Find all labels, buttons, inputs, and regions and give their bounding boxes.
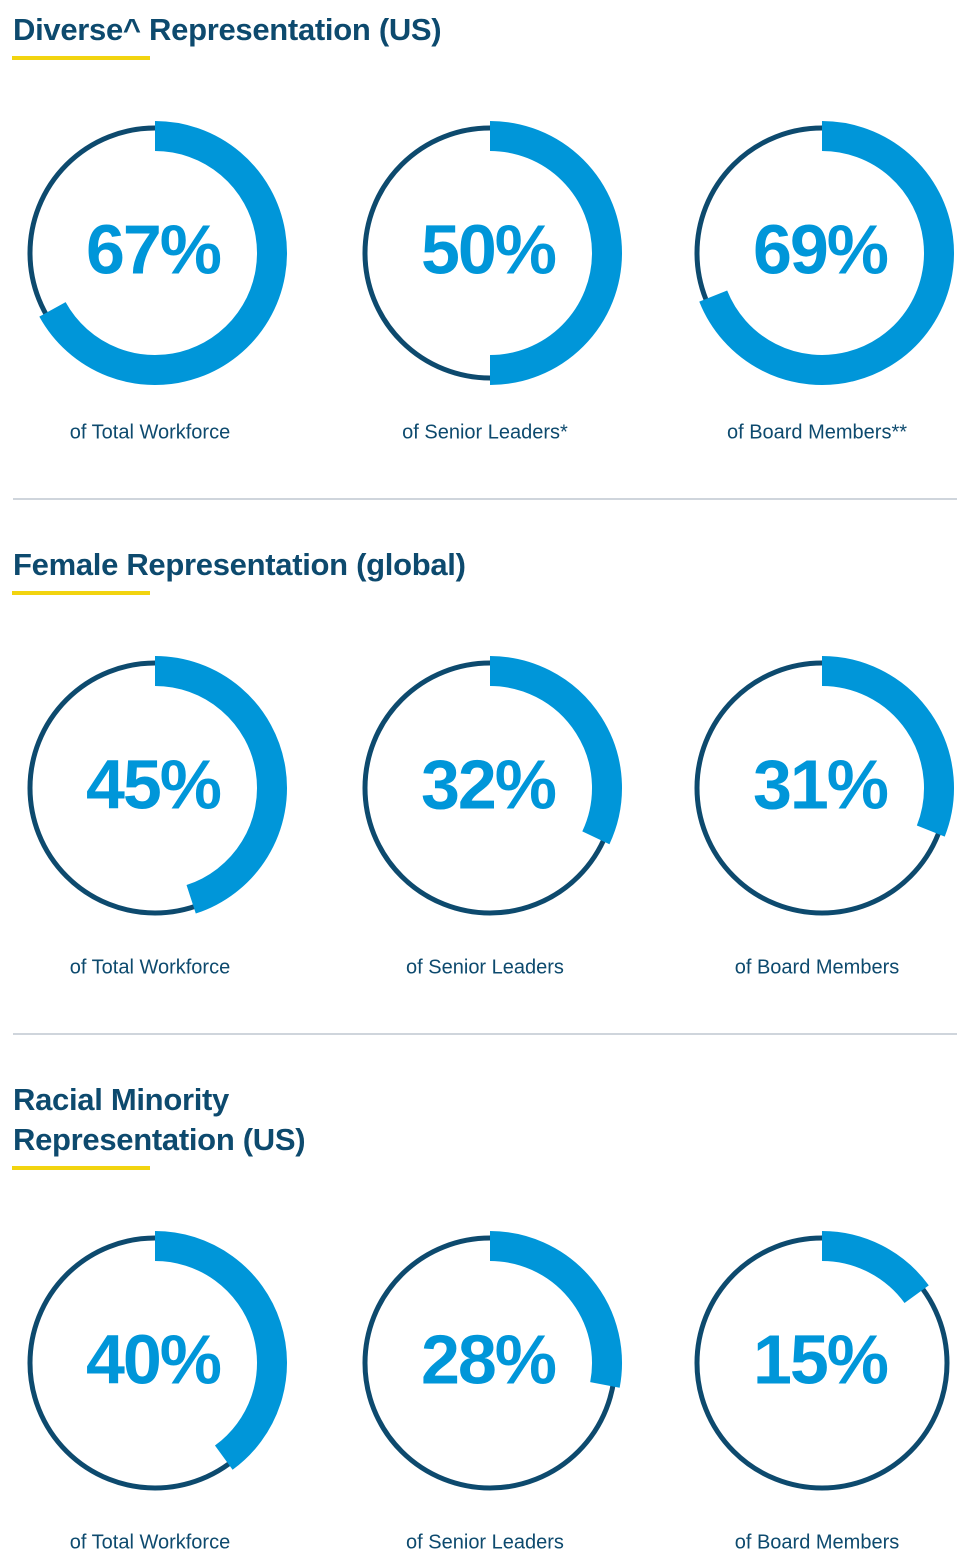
gauge-arc [154, 1231, 287, 1470]
section: Racial Minority Representation (US) 40% of… [0, 1035, 970, 1555]
section-title: Racial Minority Representation (US) [13, 1082, 306, 1157]
gauge-arc [489, 656, 622, 845]
gauge-label: of Total Workforce [70, 956, 230, 978]
gauge-label: of Senior Leaders [406, 1531, 564, 1553]
gauge-row: 67% of Total Workforce 50% of Senior Leader… [27, 121, 954, 443]
gauge-arc [699, 121, 954, 385]
gauge-arc [489, 121, 622, 385]
title-underline [12, 56, 150, 60]
gauge-value: 31% [753, 745, 888, 823]
gauge-value: 28% [421, 1320, 556, 1398]
title-underline [12, 591, 150, 595]
gauge-arc [154, 656, 287, 914]
divider [13, 498, 957, 500]
gauge-value: 45% [86, 745, 221, 823]
gauge-value: 15% [753, 1320, 888, 1398]
section-title: Diverse^ Representation (US) [13, 12, 442, 47]
gauge-row: 45% of Total Workforce 32% of Senior Leader… [27, 656, 954, 978]
section-title: Female Representation (global) [13, 547, 466, 582]
gauge-value: 40% [86, 1320, 221, 1398]
gauge-label: of Board Members [735, 956, 900, 978]
gauge-value: 67% [86, 210, 221, 288]
gauge-arc [489, 1231, 622, 1388]
title-underline [12, 1166, 150, 1170]
section: Female Representation (global) 45% of Tota… [0, 500, 970, 1033]
gauge-value: 32% [421, 745, 556, 823]
gauge-row: 40% of Total Workforce 28% of Senior Leader… [27, 1231, 950, 1553]
gauge-label: of Board Members [735, 1531, 900, 1553]
gauge-arc [39, 121, 287, 385]
gauge-label: of Senior Leaders* [402, 421, 568, 443]
gauge-label: of Total Workforce [70, 421, 230, 443]
gauge-arc [821, 656, 954, 837]
gauge-label: of Total Workforce [70, 1531, 230, 1553]
gauge-arc [821, 1231, 929, 1304]
gauge-label: of Senior Leaders [406, 956, 564, 978]
gauge-label: of Board Members** [727, 421, 907, 443]
section: Diverse^ Representation (US) 67% of Total … [0, 0, 970, 498]
gauge-value: 50% [421, 210, 556, 288]
gauge-value: 69% [753, 210, 888, 288]
divider [13, 1033, 957, 1035]
